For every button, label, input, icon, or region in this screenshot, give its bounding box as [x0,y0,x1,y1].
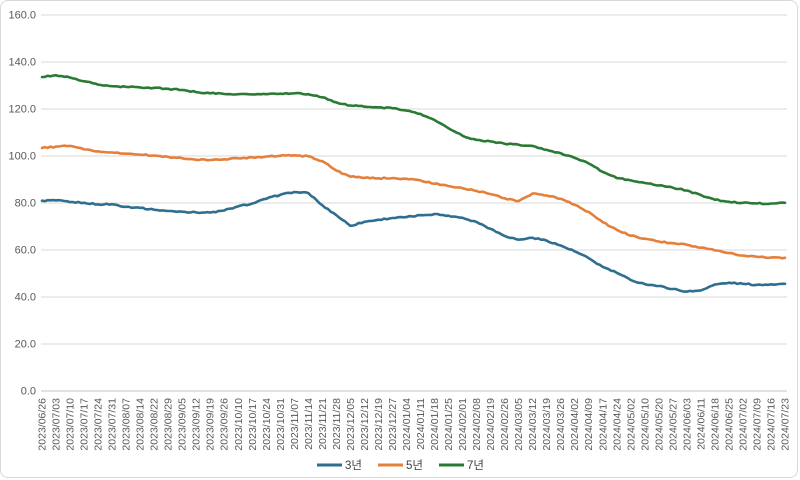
x-axis-tick-label: 2023/10/10 [233,398,245,451]
x-axis-tick-label: 2023/10/31 [275,398,287,451]
x-axis-tick-label: 2024/07/02 [737,398,749,451]
x-axis-tick-label: 2023/07/03 [51,398,63,451]
legend-item-1: 5년 [378,459,423,472]
series-line-0 [40,190,787,293]
y-axis-tick-label: 120.0 [8,104,36,116]
x-axis-tick-label: 2024/06/18 [709,398,721,451]
y-axis-tick-label: 20.0 [15,339,36,351]
x-axis-tick-label: 2024/04/02 [569,398,581,451]
x-axis-tick-label: 2024/07/16 [765,398,777,451]
x-axis-tick-label: 2023/07/31 [107,398,119,451]
x-axis-tick-label: 2024/06/25 [723,398,735,451]
y-axis-tick-label: 100.0 [8,151,36,163]
x-axis-tick-label: 2024/03/26 [555,398,567,451]
x-axis-tick-label: 2023/06/26 [37,398,49,451]
x-axis-tick-label: 2023/08/29 [163,398,175,451]
x-axis-tick-label: 2024/02/26 [499,398,511,451]
x-axis-tick-label: 2024/05/27 [667,398,679,451]
x-axis-tick-label: 2023/07/24 [93,398,105,451]
x-axis-tick-label: 2024/02/19 [485,398,497,451]
x-axis-tick-label: 2024/03/12 [527,398,539,451]
x-axis-tick-label: 2024/02/01 [457,398,469,451]
x-axis-tick-label: 2024/05/20 [653,398,665,451]
x-axis-tick-label: 2023/09/12 [191,398,203,451]
legend-item-0: 3년 [317,459,362,472]
x-axis-tick-label: 2024/02/08 [471,398,483,451]
x-axis-tick-label: 2023/11/21 [317,398,329,450]
x-axis-tick-label: 2023/12/12 [359,398,371,451]
x-axis-tick-label: 2023/07/17 [79,398,91,451]
x-axis-tick-label: 2024/01/11 [415,398,427,450]
x-axis-tick-label: 2023/12/27 [387,398,399,451]
x-axis-tick-label: 2023/12/19 [373,398,385,451]
x-axis-tick-label: 2023/09/19 [205,398,217,451]
legend-item-2: 7년 [439,459,484,472]
x-axis-tick-label: 2024/07/23 [780,398,792,451]
x-axis-tick-label: 2024/06/03 [681,398,693,451]
x-axis-tick-label: 2024/06/11 [695,398,707,450]
y-axis-tick-label: 40.0 [15,292,36,304]
x-axis-tick-label: 2023/10/24 [261,398,273,451]
x-axis-tick-label: 2023/11/14 [303,398,315,450]
y-axis-tick-label: 160.0 [8,10,36,22]
x-axis-tick-label: 2023/09/05 [177,398,189,451]
x-axis-tick-label: 2023/11/28 [331,398,343,450]
x-axis-tick-label: 2024/04/17 [597,398,609,451]
x-axis-tick-label: 2023/10/17 [247,398,259,451]
legend-label: 3년 [345,459,362,472]
x-axis-tick-label: 2023/11/07 [289,398,301,450]
x-axis-tick-label: 2023/08/14 [135,398,147,451]
x-axis-tick-label: 2023/08/22 [149,398,161,451]
x-axis-tick-label: 2024/03/19 [541,398,553,451]
y-axis-tick-label: 60.0 [15,245,36,257]
x-axis-tick-label: 2024/03/05 [513,398,525,451]
x-axis-tick-label: 2024/04/09 [583,398,595,451]
x-axis-tick-label: 2024/04/24 [611,398,623,451]
x-axis-tick-label: 2024/05/10 [639,398,651,451]
y-axis-tick-label: 0.0 [21,386,36,398]
y-axis-tick-label: 80.0 [15,198,36,210]
x-axis-tick-label: 2024/01/18 [429,398,441,451]
x-axis-tick-label: 2024/01/25 [443,398,455,451]
x-axis-tick-label: 2024/05/02 [625,398,637,451]
series-line-2 [40,73,787,206]
x-axis-tick-label: 2024/07/09 [751,398,763,451]
legend-label: 5년 [406,459,423,472]
x-axis-tick-label: 2023/07/10 [65,398,77,451]
series-line-1 [40,144,787,260]
x-axis-tick-label: 2023/12/05 [345,398,357,451]
x-axis-tick-label: 2024/01/04 [401,398,413,451]
y-axis-tick-label: 140.0 [8,57,36,69]
x-axis-tick-label: 2023/08/07 [121,398,133,451]
legend-label: 7년 [467,459,484,472]
x-axis-tick-label: 2023/09/26 [219,398,231,451]
